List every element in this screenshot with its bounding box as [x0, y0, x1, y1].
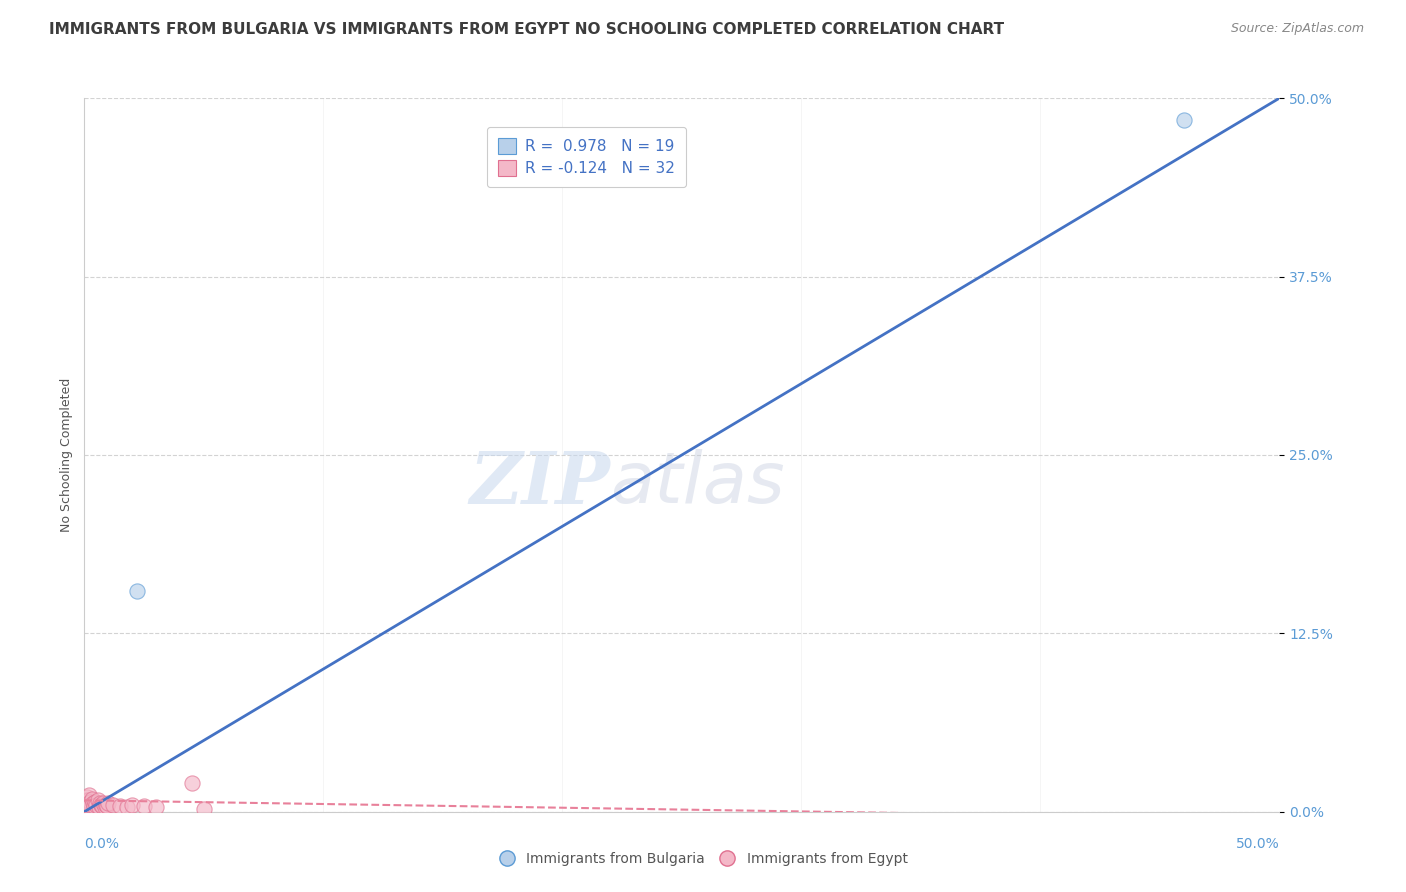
Point: [145, 800, 167, 814]
Point: [77, 805, 100, 819]
Point: [94, 797, 117, 812]
Point: [97, 796, 120, 810]
Point: [77, 803, 100, 817]
Point: [1173, 112, 1195, 127]
Point: [80, 792, 103, 806]
Point: [83, 802, 105, 816]
Point: [83, 799, 105, 814]
Point: [86, 800, 108, 814]
Point: [77, 805, 100, 819]
Point: [75, 805, 97, 819]
Point: [87, 800, 110, 814]
Point: [91, 799, 114, 814]
Point: [79, 804, 101, 818]
Point: [75, 797, 97, 812]
Point: [79, 797, 101, 812]
Point: [96, 799, 118, 814]
Point: [132, 799, 156, 814]
Point: [79, 795, 101, 809]
Text: Source: ZipAtlas.com: Source: ZipAtlas.com: [1230, 22, 1364, 36]
Point: [117, 800, 139, 814]
Point: [76, 804, 98, 818]
Point: [77, 793, 100, 807]
Point: [181, 776, 204, 790]
Point: [77, 788, 100, 802]
Text: 50.0%: 50.0%: [1236, 837, 1279, 851]
Point: [101, 797, 124, 812]
Point: [82, 803, 104, 817]
Point: [86, 793, 108, 807]
Point: [79, 803, 101, 817]
Point: [93, 796, 115, 810]
Point: [89, 800, 111, 814]
Text: IMMIGRANTS FROM BULGARIA VS IMMIGRANTS FROM EGYPT NO SCHOOLING COMPLETED CORRELA: IMMIGRANTS FROM BULGARIA VS IMMIGRANTS F…: [49, 22, 1004, 37]
Point: [77, 799, 100, 814]
Point: [76, 790, 98, 805]
Point: [193, 802, 215, 816]
Point: [86, 797, 108, 812]
Point: [125, 583, 148, 598]
Point: [76, 796, 98, 810]
Point: [89, 796, 111, 810]
Point: [75, 805, 97, 819]
Point: [90, 797, 112, 812]
Point: [82, 796, 104, 810]
Point: [93, 800, 115, 814]
Point: [86, 802, 108, 816]
Text: atlas: atlas: [610, 449, 785, 518]
Point: [84, 803, 107, 817]
Y-axis label: No Schooling Completed: No Schooling Completed: [60, 378, 73, 532]
Point: [76, 805, 98, 819]
Point: [110, 799, 132, 814]
Text: 0.0%: 0.0%: [84, 837, 120, 851]
Point: [87, 801, 110, 815]
Point: [84, 795, 107, 809]
Text: ZIP: ZIP: [470, 448, 610, 519]
Legend: Immigrants from Bulgaria, Immigrants from Egypt: Immigrants from Bulgaria, Immigrants fro…: [494, 847, 912, 871]
Legend: R =  0.978   N = 19, R = -0.124   N = 32: R = 0.978 N = 19, R = -0.124 N = 32: [486, 128, 686, 186]
Point: [121, 797, 143, 812]
Point: [80, 803, 103, 817]
Point: [75, 793, 97, 807]
